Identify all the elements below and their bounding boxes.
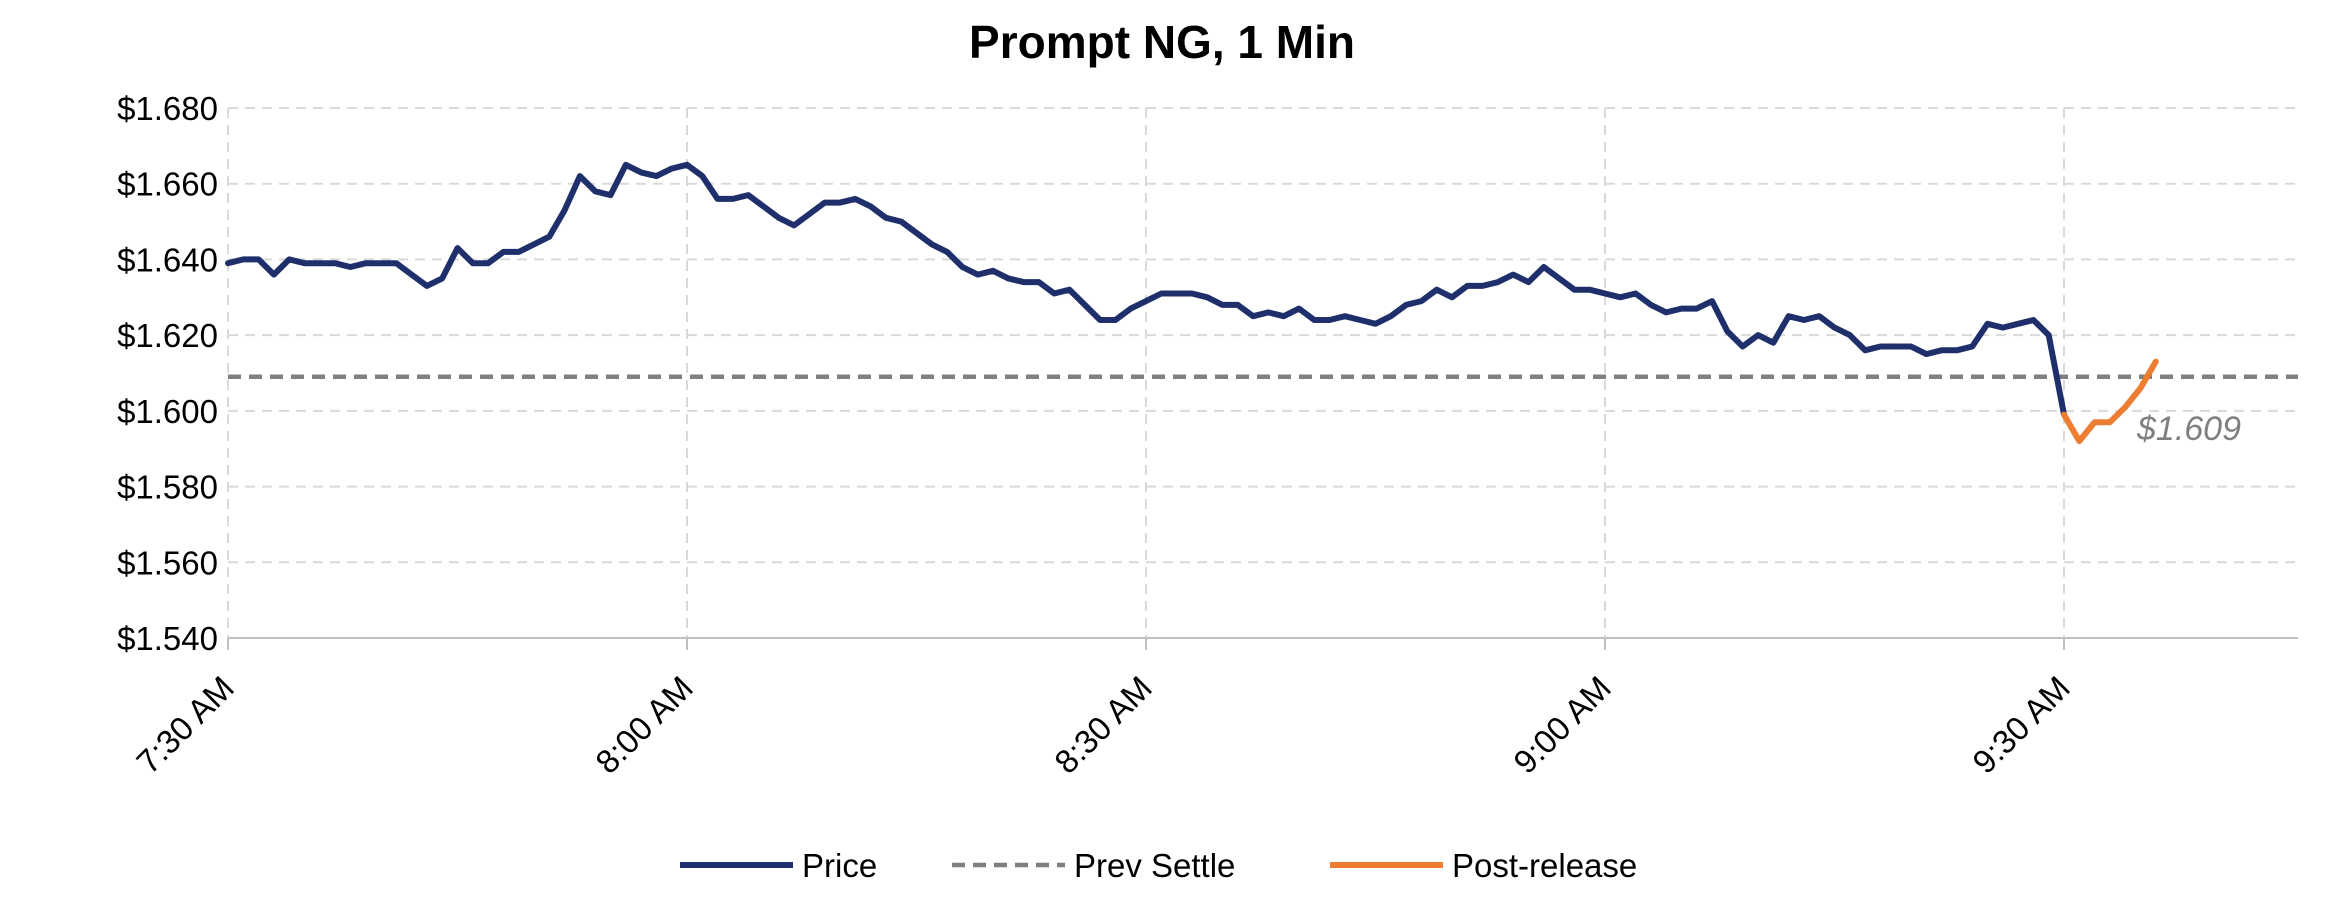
y-tick-label: $1.580 <box>117 469 218 506</box>
x-tick-label: 8:30 AM <box>1047 669 1159 781</box>
legend-label: Price <box>802 847 877 884</box>
price-line <box>225 161 2067 418</box>
legend-price: Price <box>680 847 877 884</box>
x-tick-label: 9:00 AM <box>1506 669 1618 781</box>
prev-settle-label: $1.609 <box>2136 410 2241 448</box>
plot-area <box>225 161 2298 445</box>
legend-post-release: Post-release <box>1330 847 1637 884</box>
y-tick-label: $1.600 <box>117 393 218 430</box>
legend-label: Prev Settle <box>1074 847 1235 884</box>
legend-prev-settle: Prev Settle <box>952 847 1235 884</box>
x-tick-label: 7:30 AM <box>129 669 241 781</box>
annotations: $1.609 <box>2136 410 2241 448</box>
y-tick-label: $1.540 <box>117 620 218 657</box>
y-tick-label: $1.620 <box>117 317 218 354</box>
y-tick-label: $1.680 <box>117 90 218 127</box>
gridlines <box>227 107 2298 638</box>
x-tick-label: 9:30 AM <box>1965 669 2077 781</box>
legend-label: Post-release <box>1452 847 1637 884</box>
y-tick-label: $1.640 <box>117 241 218 278</box>
post-release-line <box>2061 358 2159 445</box>
chart-title: Prompt NG, 1 Min <box>969 16 1355 68</box>
axes: $1.540 $1.560 $1.580 $1.600 $1.620 $1.640 $1.6… <box>117 90 2298 781</box>
y-tick-label: $1.660 <box>117 166 218 203</box>
y-tick-label: $1.560 <box>117 544 218 581</box>
legend: Price Prev Settle Post-release <box>680 847 1637 884</box>
x-tick-label: 8:00 AM <box>588 669 700 781</box>
